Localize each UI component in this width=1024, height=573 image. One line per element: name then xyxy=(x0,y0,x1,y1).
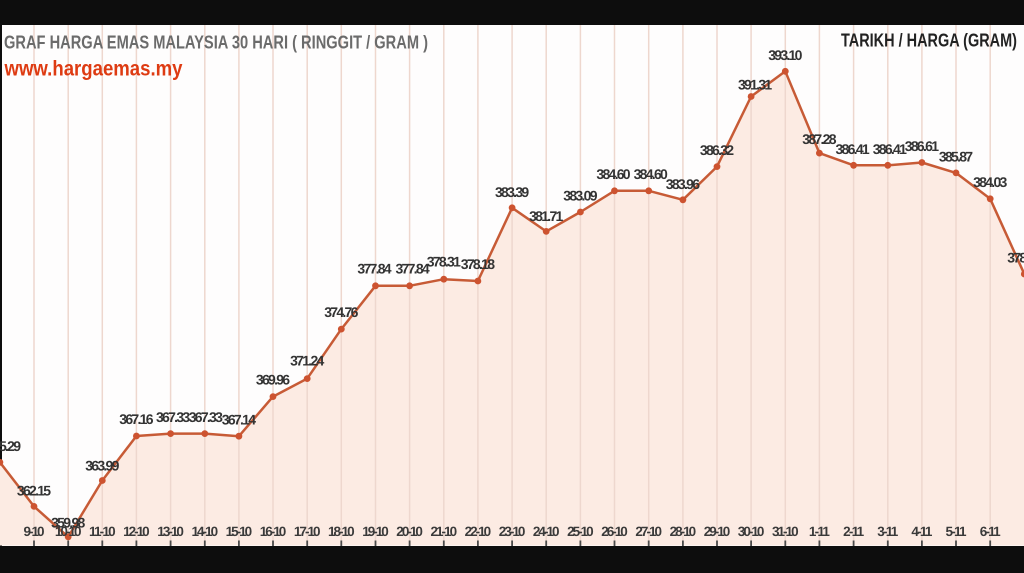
svg-text:367.33: 367.33 xyxy=(156,409,190,425)
svg-text:378.18: 378.18 xyxy=(461,256,495,272)
svg-text:378.31: 378.31 xyxy=(427,254,461,270)
svg-text:21-10: 21-10 xyxy=(431,524,458,539)
svg-text:13-10: 13-10 xyxy=(157,524,184,539)
svg-text:381.71: 381.71 xyxy=(529,208,563,224)
svg-text:377.84: 377.84 xyxy=(357,260,391,276)
svg-text:387.28: 387.28 xyxy=(802,131,836,147)
svg-text:371.24: 371.24 xyxy=(290,353,324,369)
svg-text:367.33: 367.33 xyxy=(189,409,223,425)
svg-text:10-10: 10-10 xyxy=(55,524,82,539)
svg-text:18-10: 18-10 xyxy=(328,524,355,539)
svg-text:2-11: 2-11 xyxy=(843,524,864,539)
svg-text:365.29: 365.29 xyxy=(0,438,21,454)
svg-text:1-11: 1-11 xyxy=(809,524,830,539)
svg-text:386.61: 386.61 xyxy=(905,138,939,154)
svg-text:14-10: 14-10 xyxy=(192,524,219,539)
svg-text:378.68: 378.68 xyxy=(1007,250,1024,266)
svg-text:391.31: 391.31 xyxy=(738,77,772,93)
svg-text:6-11: 6-11 xyxy=(980,524,1001,539)
svg-text:369.96: 369.96 xyxy=(256,372,290,388)
svg-text:374.76: 374.76 xyxy=(324,304,358,320)
svg-text:4-11: 4-11 xyxy=(911,524,932,539)
svg-text:377.84: 377.84 xyxy=(396,260,430,276)
svg-text:24-10: 24-10 xyxy=(533,524,560,539)
svg-text:26-10: 26-10 xyxy=(601,524,628,539)
svg-text:25-10: 25-10 xyxy=(567,524,594,539)
svg-text:384.03: 384.03 xyxy=(973,174,1007,190)
svg-text:384.60: 384.60 xyxy=(596,166,630,182)
svg-text:359.98: 359.98 xyxy=(51,514,85,530)
svg-text:384.60: 384.60 xyxy=(634,166,668,182)
svg-text:31-10: 31-10 xyxy=(772,524,799,539)
svg-text:19-10: 19-10 xyxy=(362,524,389,539)
svg-text:393.10: 393.10 xyxy=(768,47,802,63)
svg-text:28-10: 28-10 xyxy=(670,524,697,539)
svg-text:29-10: 29-10 xyxy=(704,524,731,539)
svg-text:367.16: 367.16 xyxy=(119,411,153,427)
svg-text:383.39: 383.39 xyxy=(495,184,529,200)
svg-text:9-10: 9-10 xyxy=(24,524,45,539)
svg-text:363.99: 363.99 xyxy=(85,458,119,474)
svg-text:385.87: 385.87 xyxy=(939,148,973,164)
svg-text:TARIKH / HARGA (GRAM): TARIKH / HARGA (GRAM) xyxy=(841,30,1017,51)
svg-text:27-10: 27-10 xyxy=(635,524,662,539)
svg-text:3-11: 3-11 xyxy=(877,524,898,539)
svg-text:16-10: 16-10 xyxy=(260,524,287,539)
svg-text:383.09: 383.09 xyxy=(563,187,597,203)
svg-text:5-11: 5-11 xyxy=(946,524,967,539)
svg-text:15-10: 15-10 xyxy=(226,524,253,539)
svg-text:17-10: 17-10 xyxy=(294,524,321,539)
svg-text:386.41: 386.41 xyxy=(836,141,870,157)
svg-text:383.96: 383.96 xyxy=(666,176,700,192)
svg-text:20-10: 20-10 xyxy=(396,524,423,539)
svg-text:www.hargaemas.my: www.hargaemas.my xyxy=(4,58,183,81)
svg-text:386.32: 386.32 xyxy=(700,142,734,158)
svg-text:386.41: 386.41 xyxy=(873,141,907,157)
svg-text:362.15: 362.15 xyxy=(17,483,51,499)
svg-text:30-10: 30-10 xyxy=(738,524,765,539)
svg-text:23-10: 23-10 xyxy=(499,524,526,539)
svg-text:11-10: 11-10 xyxy=(89,524,116,539)
svg-text:GRAF HARGA EMAS MALAYSIA 30 HA: GRAF HARGA EMAS MALAYSIA 30 HARI ( RINGG… xyxy=(4,32,428,53)
svg-text:22-10: 22-10 xyxy=(465,524,492,539)
svg-text:367.14: 367.14 xyxy=(222,412,256,428)
svg-text:12-10: 12-10 xyxy=(123,524,150,539)
